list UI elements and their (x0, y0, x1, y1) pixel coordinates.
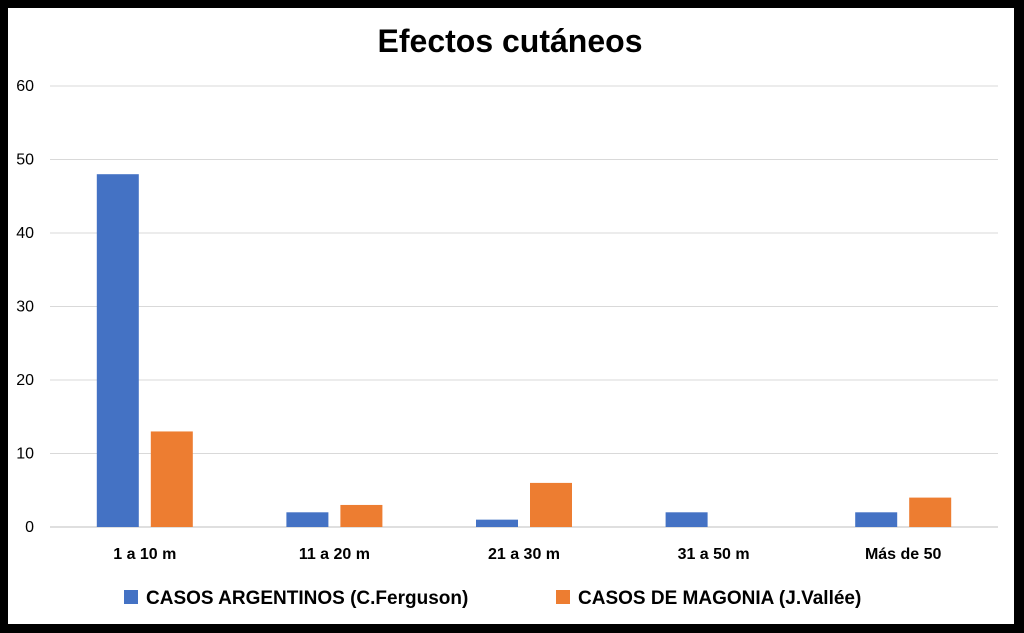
bar-argentinos-4 (855, 512, 898, 527)
legend: CASOS ARGENTINOS (C.Ferguson) CASOS DE MA… (124, 588, 861, 609)
y-tick-label: 10 (16, 446, 34, 463)
legend-swatch (556, 590, 570, 604)
y-tick-label: 40 (16, 225, 34, 242)
gridlines (50, 85, 998, 528)
x-category-label: 31 a 50 m (678, 546, 750, 563)
x-category-label: 21 a 30 m (488, 546, 560, 563)
bar-argentinos-1 (286, 512, 329, 527)
bar-magonia-2 (530, 482, 572, 527)
legend-label: CASOS ARGENTINOS (C.Ferguson) (146, 588, 468, 609)
bar-argentinos-0 (96, 174, 139, 527)
x-category-label: Más de 50 (865, 546, 942, 563)
chart-title: Efectos cutáneos (378, 23, 643, 59)
legend-label: CASOS DE MAGONIA (J.Vallée) (578, 588, 861, 609)
x-category-label: 11 a 20 m (299, 546, 370, 563)
y-tick-label: 20 (16, 372, 34, 389)
bars (96, 174, 952, 527)
legend-swatch (124, 590, 138, 604)
x-axis-categories: 1 a 10 m 11 a 20 m 21 a 30 m 31 a 50 m Más d… (113, 546, 941, 563)
bar-argentinos-3 (665, 512, 708, 527)
y-tick-label: 60 (16, 78, 34, 95)
bar-magonia-1 (340, 504, 383, 527)
y-tick-label: 0 (25, 519, 34, 536)
y-tick-label: 30 (16, 299, 34, 316)
bar-magonia-4 (909, 497, 952, 527)
y-tick-label: 50 (16, 152, 34, 169)
x-category-label: 1 a 10 m (113, 546, 176, 563)
bar-argentinos-2 (476, 519, 518, 527)
y-axis-ticks: 0 10 20 30 40 50 60 (16, 78, 34, 536)
bar-magonia-0 (150, 431, 193, 527)
